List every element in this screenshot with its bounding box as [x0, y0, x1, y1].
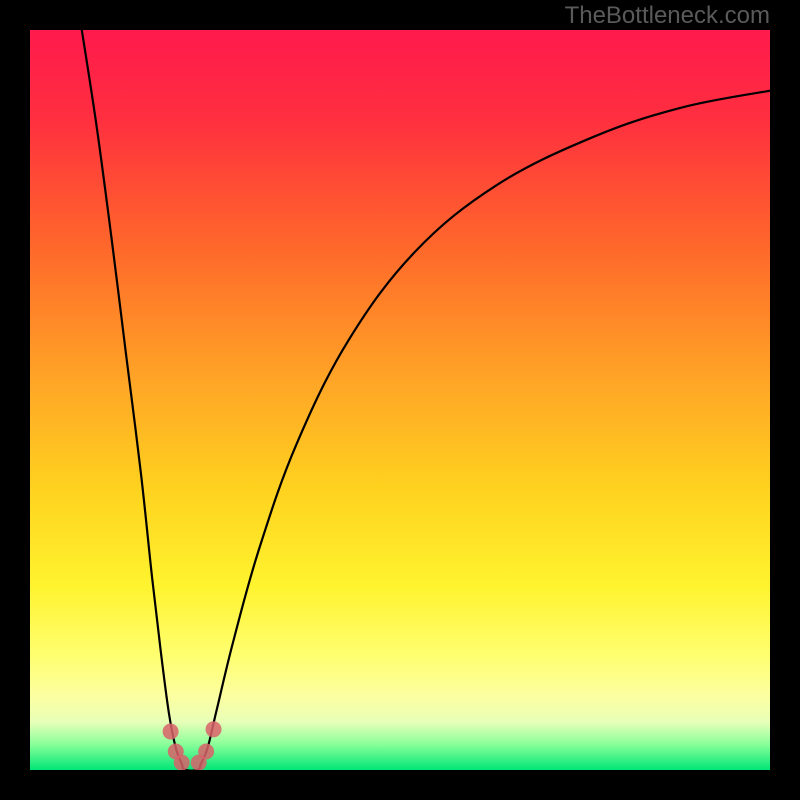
chart-frame: TheBottleneck.com [0, 0, 800, 800]
curve-marker [163, 724, 179, 740]
curve-marker [174, 755, 190, 770]
plot-area [30, 30, 770, 770]
watermark-text: TheBottleneck.com [565, 2, 770, 30]
marker-group [163, 721, 222, 770]
curve-marker [206, 721, 222, 737]
curve-layer [30, 30, 770, 770]
bottleneck-curve [82, 30, 770, 770]
curve-marker [198, 744, 214, 760]
